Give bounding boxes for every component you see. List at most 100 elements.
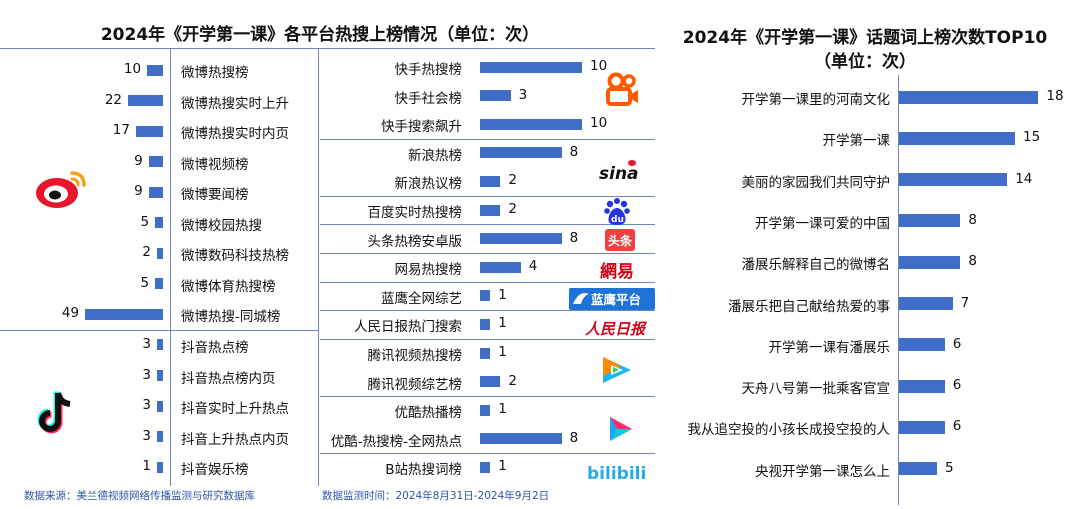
group-divider <box>320 338 655 340</box>
bar <box>898 297 953 310</box>
bar <box>155 217 163 229</box>
category-label: 美丽的家园我们共同守护 <box>741 174 891 191</box>
bar <box>155 278 163 290</box>
bar <box>135 125 163 137</box>
category-label: 微博数码科技热榜 <box>181 248 289 265</box>
value-label: 7 <box>960 294 970 311</box>
value-label: 3 <box>142 335 151 352</box>
value-label: 9 <box>134 152 143 169</box>
bar <box>480 376 501 388</box>
category-label: 腾讯视频热搜榜 <box>367 348 463 364</box>
bar <box>480 404 491 416</box>
value-label: 49 <box>61 305 80 322</box>
baidu-logo-text: du <box>611 215 624 225</box>
group-divider <box>320 138 655 140</box>
group-divider <box>320 310 655 312</box>
bar <box>898 131 1015 145</box>
value-label: 8 <box>569 429 579 446</box>
value-label: 3 <box>518 86 528 103</box>
value-label: 6 <box>952 377 962 394</box>
group-divider <box>320 224 655 226</box>
bar <box>898 173 1008 187</box>
category-label: 抖音热点榜内页 <box>181 370 276 387</box>
value-label: 3 <box>142 427 151 444</box>
value-label: 2 <box>508 372 517 389</box>
baidu-icon: du <box>604 198 630 225</box>
right-chart-title-line2: （单位：次） <box>814 52 916 72</box>
value-label: 1 <box>498 458 507 475</box>
value-label: 17 <box>112 122 130 139</box>
right-chart-title-line1: 2024年《开学第一课》话题词上榜次数TOP10 <box>682 28 1048 48</box>
category-label: 微博视频榜 <box>181 156 249 173</box>
value-label: 1 <box>498 315 507 332</box>
category-label: 微博热搜-同城榜 <box>181 309 281 326</box>
category-label: B站热搜词榜 <box>385 462 462 479</box>
category-label: 央视开学第一课怎么上 <box>755 463 890 480</box>
netease-icon: 網易 <box>600 261 634 282</box>
lanying-logo-text: 蓝鹰平台 <box>591 292 641 307</box>
category-label: 优酷-热搜榜-全网热点 <box>330 433 462 450</box>
grid-line <box>0 48 655 49</box>
bar <box>898 420 945 434</box>
bar <box>480 118 582 130</box>
value-label: 5 <box>945 459 954 476</box>
category-label: 抖音热点榜 <box>181 339 249 356</box>
tencent-video-icon <box>603 357 631 383</box>
category-label: 潘展乐把自己献给热爱的事 <box>728 298 890 315</box>
category-label: 开学第一课里的河南文化 <box>741 92 891 108</box>
group-divider <box>320 453 655 455</box>
category-label: 人民日报热门搜索 <box>354 319 462 336</box>
category-label: 潘展乐解释自己的微博名 <box>741 257 891 274</box>
category-label: 蓝鹰全网综艺 <box>381 290 462 307</box>
kuaishou-icon <box>606 72 638 106</box>
bar <box>148 186 163 198</box>
value-label: 4 <box>528 258 538 275</box>
bar <box>480 461 491 473</box>
category-label: 抖音上升热点内页 <box>181 431 289 448</box>
category-label: 优酷热播榜 <box>394 405 463 422</box>
value-label: 3 <box>142 366 151 383</box>
category-label: 微博热搜实时上升 <box>181 95 289 112</box>
toutiao-logo-text: 头条 <box>608 233 633 248</box>
bar <box>480 147 562 159</box>
bar <box>157 431 163 443</box>
category-label: 快手社会榜 <box>394 90 463 107</box>
netease-logo-text: 網易 <box>600 261 634 282</box>
category-label: 快手热搜榜 <box>394 62 463 78</box>
value-label: 1 <box>498 401 507 418</box>
bar <box>157 461 163 473</box>
bar <box>480 261 521 273</box>
bar <box>898 379 945 393</box>
bar <box>480 204 501 216</box>
category-label: 头条热榜安卓版 <box>367 233 463 250</box>
bar <box>898 214 961 228</box>
bar <box>480 61 582 73</box>
bar <box>147 64 163 76</box>
value-label: 1 <box>498 344 507 360</box>
bar <box>157 400 163 412</box>
footer-period: 数据监测时间：2024年8月31日-2024年9月2日 <box>322 490 550 502</box>
value-label: 6 <box>952 335 962 352</box>
value-label: 10 <box>123 61 142 77</box>
value-label: 8 <box>569 229 579 246</box>
weibo-icon <box>36 171 86 208</box>
category-label: 新浪热议榜 <box>394 176 463 193</box>
axis-line <box>318 48 319 486</box>
category-label: 微博校园热搜 <box>181 217 262 234</box>
value-label: 18 <box>1046 88 1064 104</box>
footer-source: 数据来源：美兰德视频网络传播监测与研究数据库 <box>24 490 255 502</box>
group-divider <box>320 195 655 197</box>
bar <box>157 339 163 351</box>
value-label: 2 <box>508 172 517 189</box>
toutiao-icon: 头条 <box>605 229 635 251</box>
bar <box>480 433 562 445</box>
value-label: 1 <box>498 286 507 303</box>
value-label: 8 <box>968 211 977 228</box>
youku-icon <box>610 417 632 441</box>
category-label: 微博体育热搜榜 <box>181 278 276 295</box>
group-divider <box>0 329 318 331</box>
bilibili-icon: bilibili <box>587 464 646 484</box>
bar <box>85 308 163 320</box>
group-divider <box>320 281 655 283</box>
value-label: 5 <box>140 274 150 291</box>
